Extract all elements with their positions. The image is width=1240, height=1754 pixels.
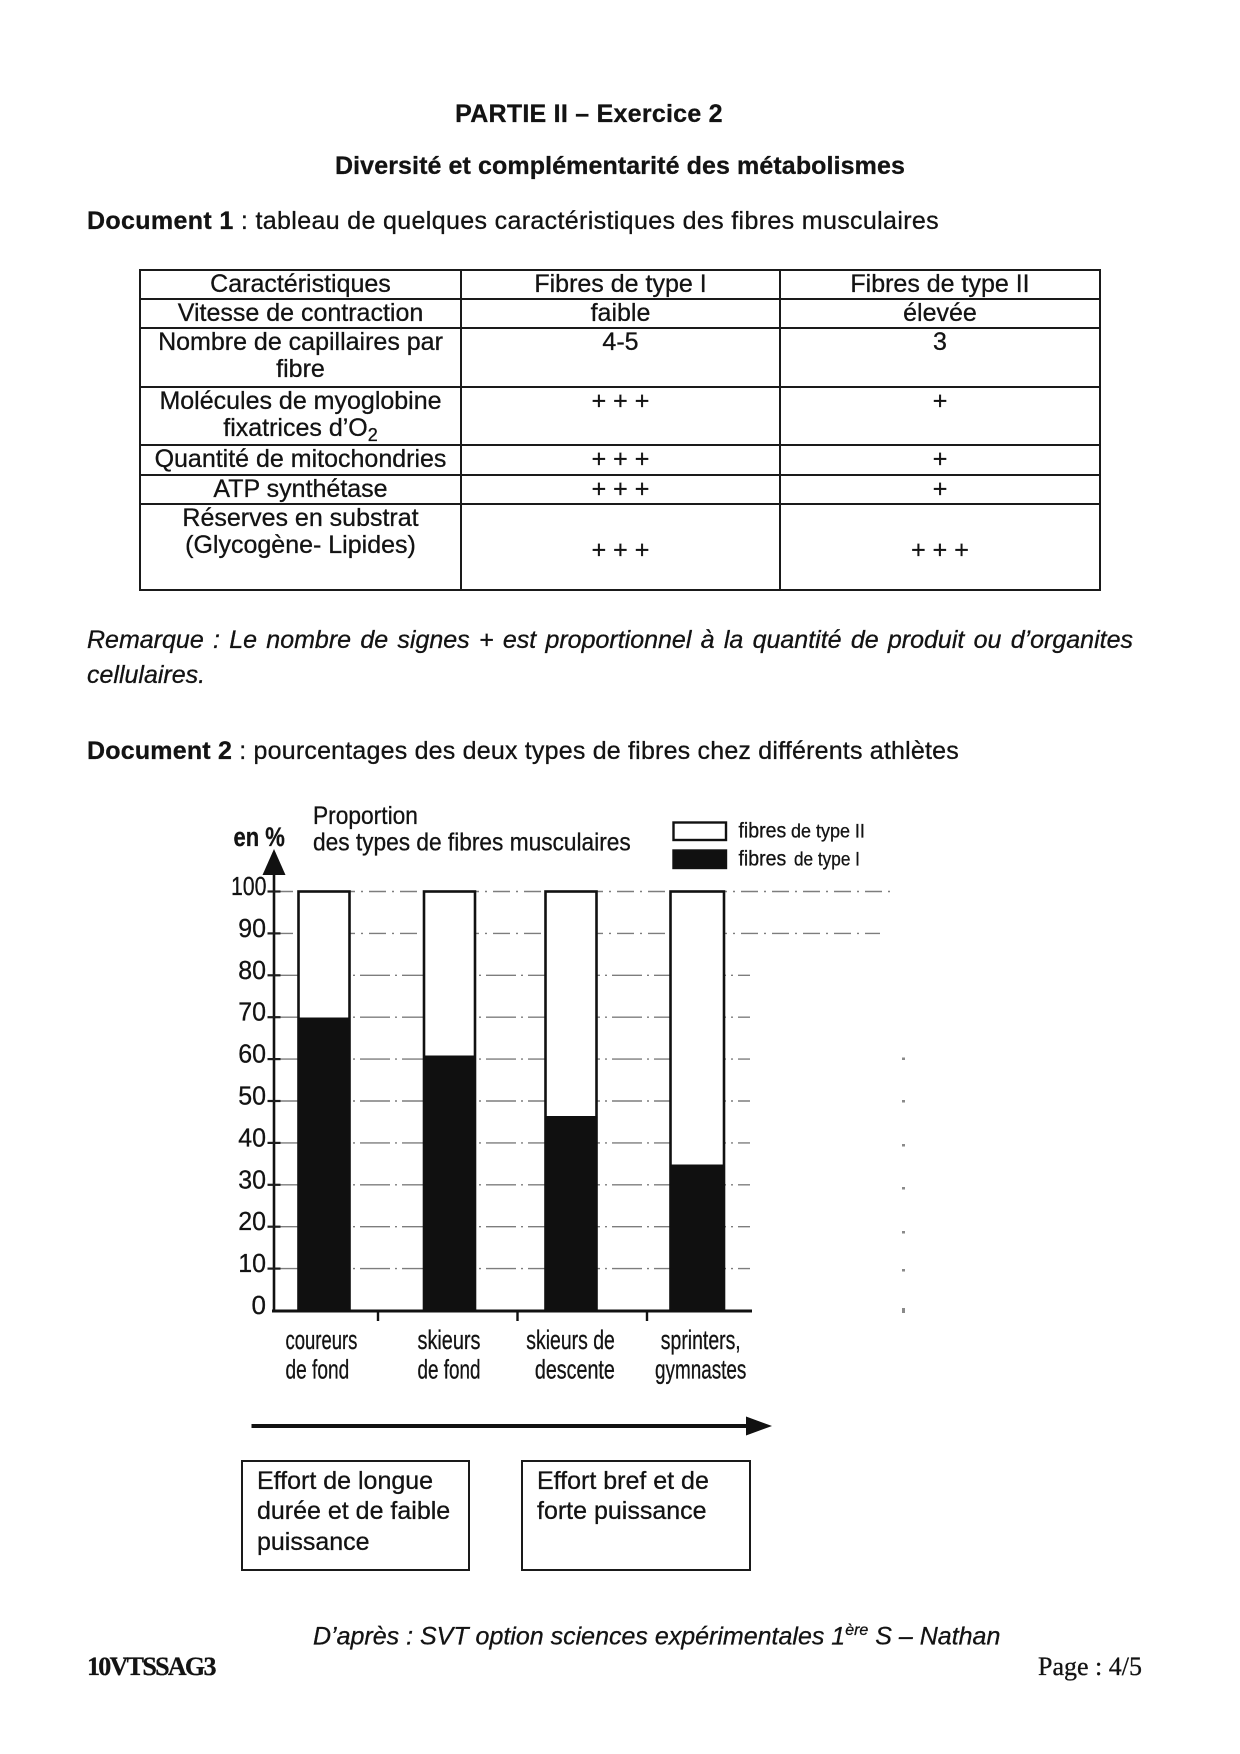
svg-text:sprinters,: sprinters, xyxy=(661,1325,741,1355)
svg-text:0: 0 xyxy=(252,1290,266,1320)
svg-text:30: 30 xyxy=(238,1166,266,1195)
svg-text:100: 100 xyxy=(231,872,267,902)
svg-text:skieurs de: skieurs de xyxy=(526,1325,615,1355)
svg-text:20: 20 xyxy=(238,1208,266,1237)
svg-text:fibres: fibres xyxy=(739,820,787,843)
svg-text:de fond: de fond xyxy=(418,1354,481,1384)
svg-text:50: 50 xyxy=(238,1082,266,1111)
svg-text:Proportion: Proportion xyxy=(313,802,418,830)
svg-text:coureurs: coureurs xyxy=(286,1324,358,1354)
svg-text:descente: descente xyxy=(535,1356,615,1386)
svg-text:fibres: fibres xyxy=(739,848,787,871)
svg-text:des types de fibres musculaire: des types de fibres musculaires xyxy=(313,829,631,857)
svg-text:80: 80 xyxy=(238,956,266,985)
svg-text:60: 60 xyxy=(238,1040,266,1069)
svg-text:70: 70 xyxy=(238,998,266,1027)
svg-text:90: 90 xyxy=(238,914,266,943)
svg-text:de fond: de fond xyxy=(286,1354,350,1384)
svg-text:de type II: de type II xyxy=(791,820,865,842)
svg-text:40: 40 xyxy=(238,1124,266,1153)
svg-text:10: 10 xyxy=(238,1250,266,1279)
svg-text:de type I: de type I xyxy=(794,849,860,870)
svg-text:en %: en % xyxy=(234,823,285,853)
svg-text:skieurs: skieurs xyxy=(418,1326,481,1356)
svg-text:gymnastes: gymnastes xyxy=(655,1354,746,1384)
